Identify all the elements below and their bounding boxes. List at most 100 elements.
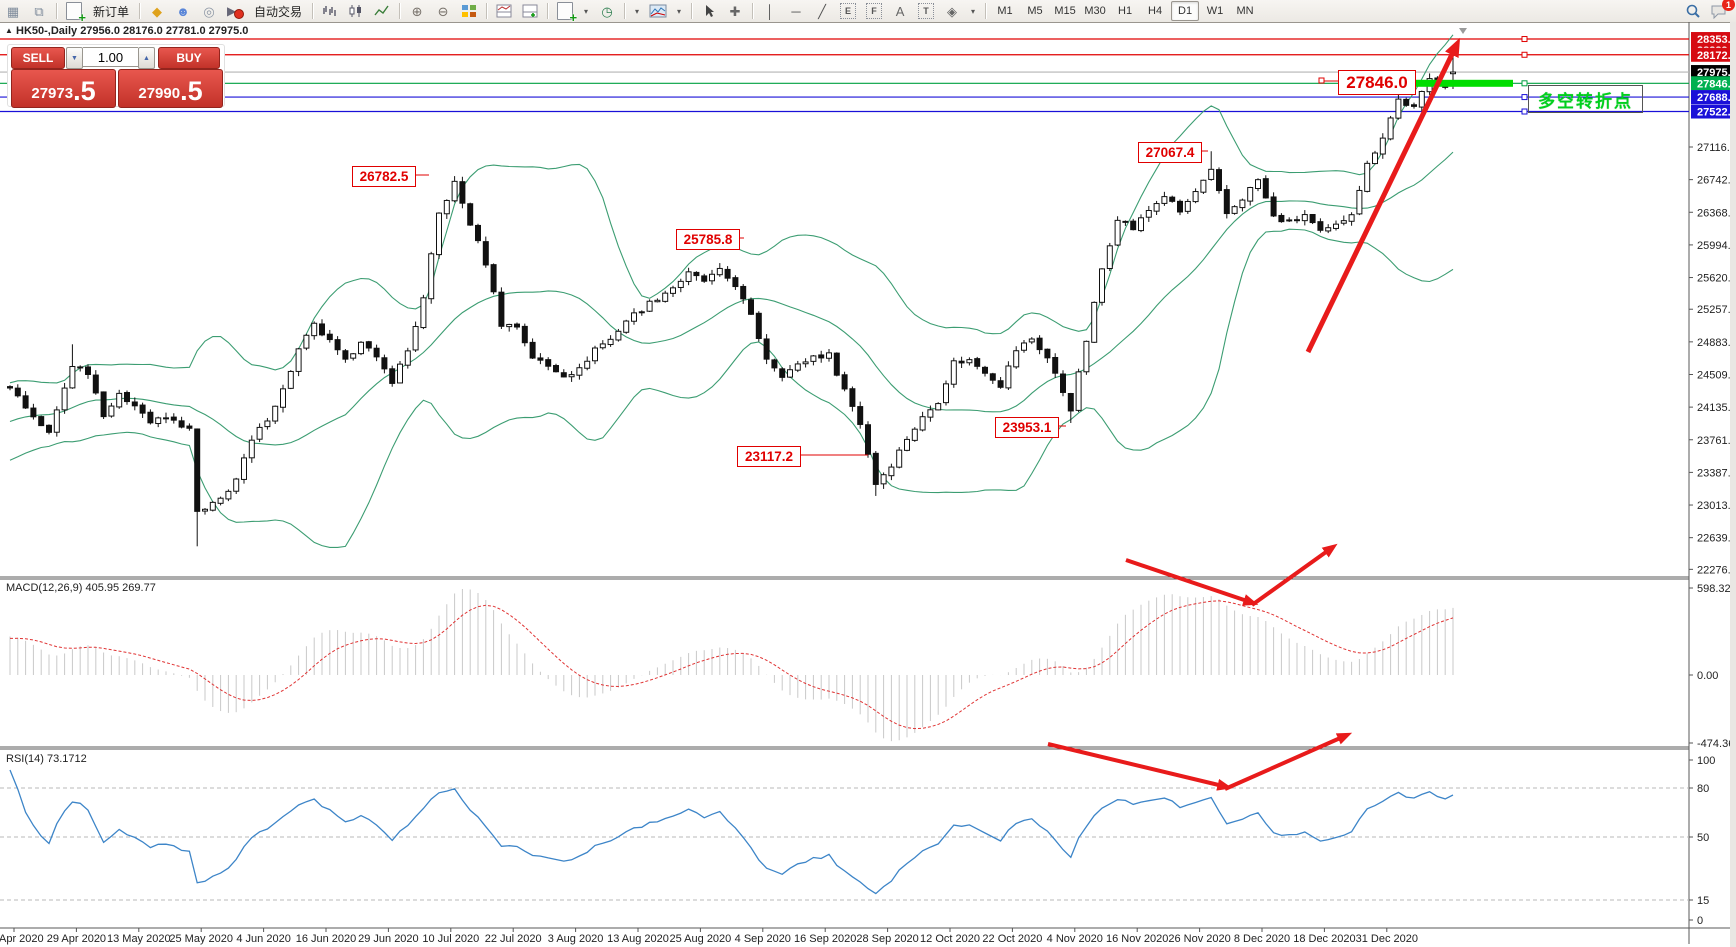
x-axis-date-label: 22 Oct 2020 [982, 933, 1042, 945]
turning-point-annotation[interactable]: 多空转折点 [1528, 85, 1643, 113]
zoom-in-icon[interactable]: ⊕ [404, 0, 430, 22]
shapes-icon[interactable]: ◈ [939, 0, 965, 22]
volume-increase-button[interactable]: ▲ [138, 47, 155, 69]
candle-body [779, 368, 786, 378]
data-preview-icon[interactable]: ⧉ [26, 0, 52, 22]
text-icon: A [895, 3, 905, 19]
macd-up-arrow[interactable] [1250, 543, 1338, 607]
level-line-handle[interactable] [1521, 94, 1528, 101]
sell-button[interactable]: SELL [11, 47, 65, 69]
timeframe-h1[interactable]: H1 [1118, 5, 1133, 17]
zoom-out-icon[interactable]: ⊖ [430, 0, 456, 22]
level-line-handle[interactable] [1521, 51, 1528, 58]
timeframe-h4[interactable]: H4 [1148, 5, 1163, 17]
candle-body [693, 271, 700, 277]
green-level-bar[interactable] [1415, 79, 1513, 87]
x-axis-date-label: 29 Apr 2020 [47, 933, 106, 945]
bar-chart-icon[interactable] [317, 0, 343, 22]
new-chart-caret[interactable]: ▾ [578, 0, 594, 22]
candle-body [1301, 214, 1308, 222]
volume-input[interactable] [83, 47, 138, 67]
shapes-caret[interactable]: ▾ [965, 0, 981, 22]
text-label-icon[interactable]: T [913, 0, 939, 22]
y-axis-tick-label: 23013.0 [1697, 500, 1736, 512]
candle-body [1418, 90, 1425, 108]
alerts-icon[interactable]: ◆ [144, 0, 170, 22]
price-annotation[interactable]: 25785.8 [676, 229, 740, 250]
buy-price-button[interactable]: 27990.5 [118, 69, 223, 108]
price-annotation[interactable]: 26782.5 [352, 166, 416, 187]
clock-icon[interactable]: ◷ [594, 0, 620, 22]
price-annotation[interactable]: 23117.2 [737, 446, 801, 467]
template-caret[interactable]: ▾ [671, 0, 687, 22]
charts-panel-icon[interactable]: ▦ [0, 0, 26, 22]
search-icon[interactable] [1680, 0, 1706, 22]
notifications-icon[interactable]: 1 [1706, 0, 1735, 22]
level-line-handle[interactable] [1521, 80, 1528, 87]
candle-body [467, 203, 474, 226]
template-icon[interactable] [645, 0, 671, 22]
timeframe-mn[interactable]: MN [1236, 5, 1254, 17]
volume-decrease-button[interactable]: ▼ [66, 47, 83, 69]
autotrading-button[interactable]: 自动交易 [248, 0, 308, 22]
oneclick-collapse-icon[interactable]: ▲ [5, 26, 13, 35]
x-axis-date-label: 10 Jul 2020 [422, 933, 479, 945]
new-order-button[interactable]: 新订单 [87, 0, 135, 22]
candle-body [607, 338, 614, 346]
candle-body [412, 326, 419, 351]
x-axis-date-label: 4 Nov 2020 [1047, 933, 1103, 945]
candlestick-chart-icon[interactable] [343, 0, 369, 22]
timeframe-w1[interactable]: W1 [1206, 5, 1224, 17]
timeframe-m1[interactable]: M1 [997, 5, 1013, 17]
community-icon[interactable]: ☻ [170, 0, 196, 22]
profiles-caret[interactable]: ▾ [629, 0, 645, 22]
signal-icon[interactable]: ◎ [196, 0, 222, 22]
fibonacci-icon[interactable]: F [861, 0, 887, 22]
tile-windows-icon[interactable] [456, 0, 482, 22]
candle-body [38, 416, 45, 427]
indicator-add-icon[interactable] [517, 0, 543, 22]
price-annotation[interactable]: 23953.1 [995, 417, 1059, 438]
equidistant-channel-icon[interactable]: E [835, 0, 861, 22]
candle-body [732, 277, 739, 288]
x-axis-date-label: 17 Apr 2020 [0, 933, 44, 945]
chart-shift-marker[interactable] [1459, 28, 1467, 34]
macd-down-arrow[interactable] [1125, 558, 1259, 606]
candle-body [233, 478, 240, 492]
candle-body [896, 449, 903, 468]
level-line-handle[interactable] [1521, 108, 1528, 115]
text-icon[interactable]: A [887, 0, 913, 22]
horizontal-line-icon[interactable]: ─ [783, 0, 809, 22]
new-order-icon[interactable] [61, 0, 87, 25]
autotrading-icon[interactable]: ▶ [222, 0, 248, 22]
cursor-icon[interactable] [696, 0, 722, 22]
level-line-handle[interactable] [1521, 36, 1528, 43]
main-trend-arrow[interactable] [1305, 37, 1461, 354]
candle-body [1379, 137, 1386, 155]
timeframe-m30[interactable]: M30 [1084, 5, 1106, 17]
annotation-handle[interactable] [1318, 77, 1325, 84]
timeframe-d1[interactable]: D1 [1171, 1, 1200, 21]
price-annotation[interactable]: 27846.0 [1338, 70, 1416, 95]
crosshair-icon[interactable]: ✚ [722, 0, 748, 22]
timeframe-m15[interactable]: M15 [1054, 5, 1076, 17]
rsi-down-arrow[interactable] [1047, 742, 1233, 791]
new-chart-icon[interactable] [552, 0, 578, 25]
candle-body [326, 333, 333, 341]
candle-body [919, 416, 926, 431]
indicator-window-icon[interactable] [491, 0, 517, 22]
sell-price-button[interactable]: 27973.5 [11, 69, 116, 108]
buy-price-main: 27990 [138, 85, 181, 102]
candle-body [1091, 301, 1098, 343]
macd-axis-tick-label: -474.36 [1697, 738, 1734, 750]
trendline-icon[interactable]: ╱ [809, 0, 835, 22]
price-annotation[interactable]: 27067.4 [1138, 142, 1202, 163]
candle-body [1044, 348, 1051, 359]
candle-body [1075, 371, 1082, 411]
buy-button[interactable]: BUY [158, 47, 220, 69]
rsi-up-arrow[interactable] [1224, 732, 1353, 791]
vertical-line-icon[interactable]: │ [757, 0, 783, 22]
timeframe-m5[interactable]: M5 [1027, 5, 1043, 17]
line-chart-icon[interactable] [369, 0, 395, 22]
